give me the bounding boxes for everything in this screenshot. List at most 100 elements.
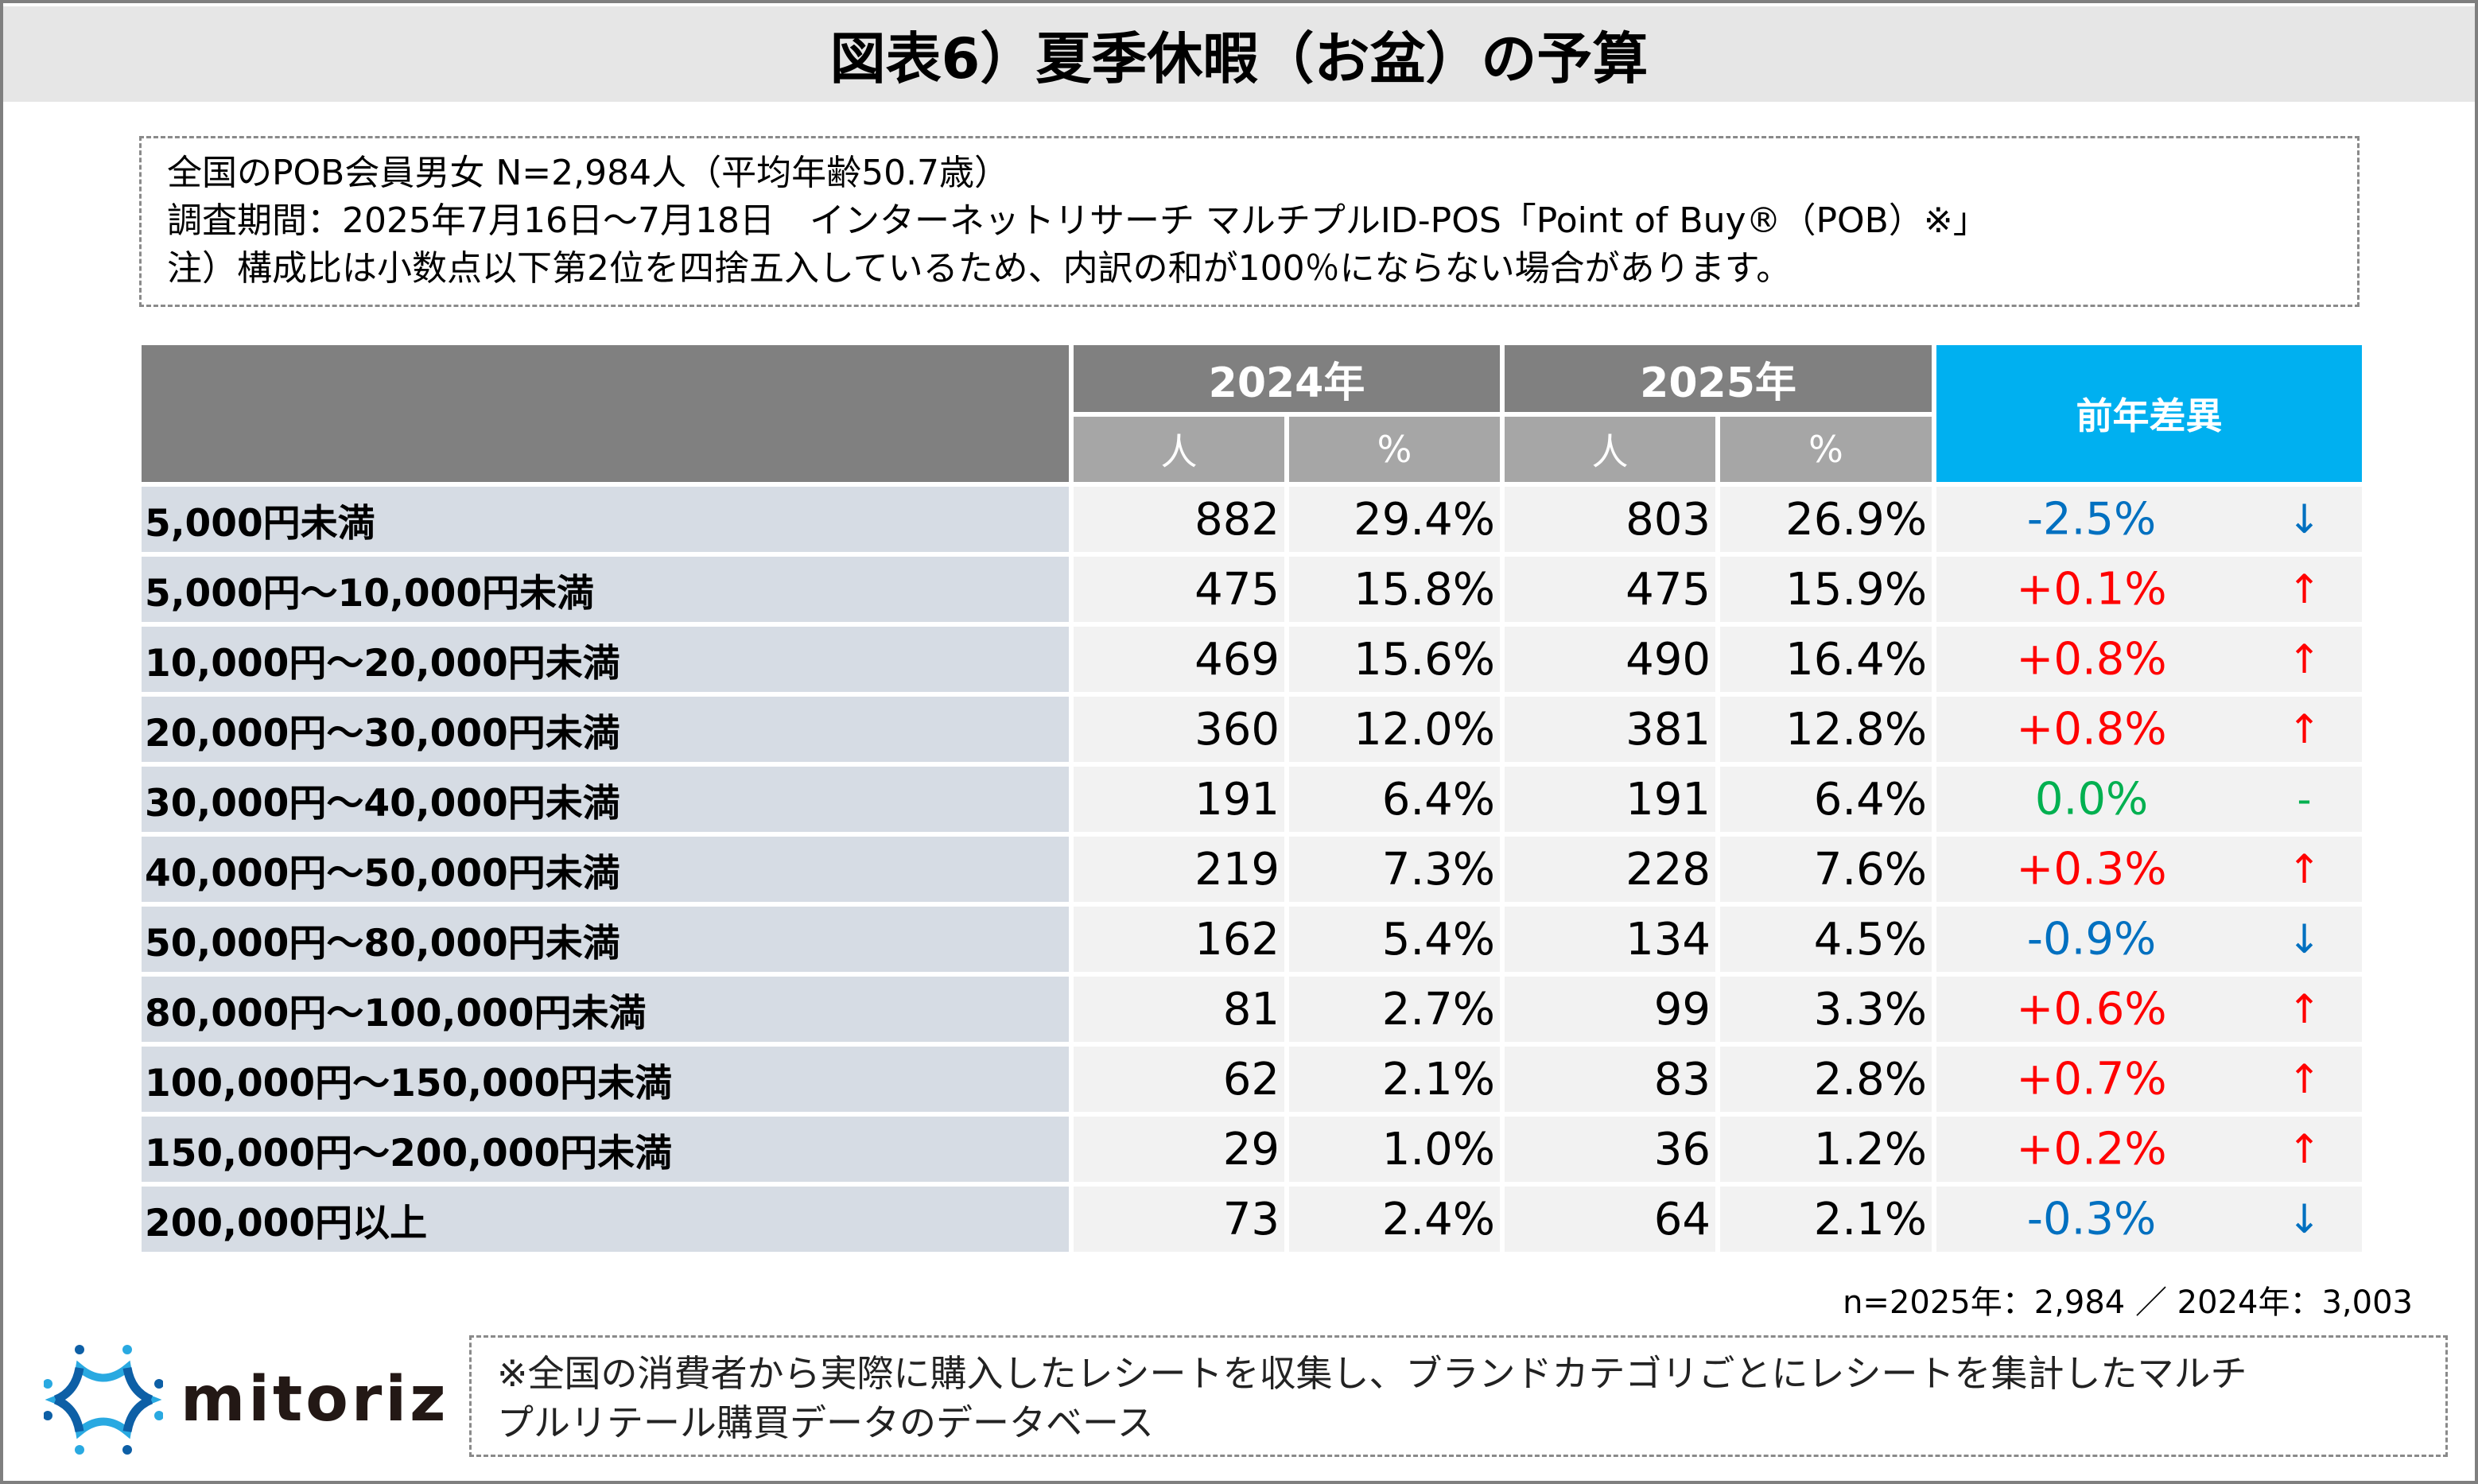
info-line-2: 調査期間：2025年7月16日～7月18日 インターネットリサーチ マルチプルI… [167,200,1988,241]
table-row: 100,000円～150,000円未満 62 2.1% 83 2.8% +0.7% ↑ [142,1047,2363,1112]
arrow-up-icon: ↑ [2287,846,2321,892]
table-row: 40,000円～50,000円未満 219 7.3% 228 7.6% +0.3% ↑ [142,837,2363,902]
arrow-up-icon: ↑ [2287,566,2321,612]
table-row: 5,000円未満 882 29.4% 803 26.9% -2.5% ↓ [142,487,2363,552]
footnote-line-1: ※全国の消費者から実際に購入したレシートを収集し、ブランドカテゴリごとにレシート… [497,1352,2247,1395]
people-2025: 83 [1505,1047,1716,1112]
header-2024-pct: % [1289,417,1501,482]
people-2025: 228 [1505,837,1716,902]
table-row: 150,000円～200,000円未満 29 1.0% 36 1.2% +0.2% ↑ [142,1117,2363,1182]
footnote-line-2: プルリテール購買データのデータベース [497,1401,1154,1444]
diff-value: -0.9% [2026,913,2157,965]
dash-icon: - [2297,776,2312,822]
diff-value: +0.6% [2016,983,2167,1035]
pct-2024: 7.3% [1289,837,1501,902]
logo-text: mitoriz [181,1364,449,1435]
diff-value: 0.0% [2034,773,2149,826]
people-2024: 73 [1074,1187,1284,1252]
arrow-down-icon: ↓ [2287,916,2321,962]
pct-2024: 29.4% [1289,487,1501,552]
diff-cell: -2.5% ↓ [1936,487,2363,552]
arrow-up-icon: ↑ [2287,706,2321,752]
row-label: 40,000円～50,000円未満 [142,837,1069,902]
table-row: 30,000円～40,000円未満 191 6.4% 191 6.4% 0.0% - [142,767,2363,832]
arrow-down-icon: ↓ [2287,1196,2321,1242]
people-2024: 29 [1074,1117,1284,1182]
sample-size-note: n=2025年：2,984 ／ 2024年：3,003 [1843,1284,2413,1321]
diff-cell: +0.1% ↑ [1936,557,2363,622]
row-label: 150,000円～200,000円未満 [142,1117,1069,1182]
pct-2025: 1.2% [1720,1117,1932,1182]
pct-2024: 15.6% [1289,627,1501,692]
title-band: 図表6）夏季休暇（お盆）の予算 [3,6,2475,102]
row-label: 20,000円～30,000円未満 [142,697,1069,762]
diff-value: +0.8% [2016,703,2167,756]
diff-cell: -0.3% ↓ [1936,1187,2363,1252]
table-row: 10,000円～20,000円未満 469 15.6% 490 16.4% +0.8% ↑ [142,627,2363,692]
header-2025-pct: % [1720,417,1932,482]
pct-2024: 2.1% [1289,1047,1501,1112]
diff-value: +0.2% [2016,1123,2167,1175]
diff-cell: +0.2% ↑ [1936,1117,2363,1182]
people-2024: 81 [1074,977,1284,1042]
people-2024: 469 [1074,627,1284,692]
row-label: 5,000円未満 [142,487,1069,552]
diff-cell: 0.0% - [1936,767,2363,832]
people-2024: 360 [1074,697,1284,762]
info-line-3: 注）構成比は小数点以下第2位を四捨五入しているため、内訳の和が100％にならない… [167,248,1792,289]
table-row: 20,000円～30,000円未満 360 12.0% 381 12.8% +0.8% ↑ [142,697,2363,762]
pct-2025: 15.9% [1720,557,1932,622]
people-2025: 36 [1505,1117,1716,1182]
row-label: 100,000円～150,000円未満 [142,1047,1069,1112]
diff-value: +0.1% [2016,563,2167,616]
people-2025: 490 [1505,627,1716,692]
diff-cell: +0.6% ↑ [1936,977,2363,1042]
pct-2024: 2.4% [1289,1187,1501,1252]
budget-table: 2024年 2025年 前年差異 人 % 人 % 5,000円未満 882 29.4… [137,340,2367,1257]
table-row: 5,000円～10,000円未満 475 15.8% 475 15.9% +0.1% ↑ [142,557,2363,622]
pct-2024: 5.4% [1289,907,1501,972]
pct-2024: 2.7% [1289,977,1501,1042]
people-2024: 475 [1074,557,1284,622]
people-2024: 219 [1074,837,1284,902]
table-body: 5,000円未満 882 29.4% 803 26.9% -2.5% ↓ 5,000円～10,… [142,487,2363,1252]
diff-value: -0.3% [2026,1193,2157,1245]
header-blank [142,345,1069,482]
pct-2025: 2.8% [1720,1047,1932,1112]
footnote-box: ※全国の消費者から実際に購入したレシートを収集し、ブランドカテゴリごとにレシート… [469,1335,2448,1457]
table-row: 50,000円～80,000円未満 162 5.4% 134 4.5% -0.9% ↓ [142,907,2363,972]
people-2025: 803 [1505,487,1716,552]
pct-2025: 26.9% [1720,487,1932,552]
pct-2024: 12.0% [1289,697,1501,762]
survey-info-box: 全国のPOB会員男女 N=2,984人（平均年齢50.7歳） 調査期間：2025… [139,136,2360,307]
arrow-down-icon: ↓ [2287,496,2321,542]
header-2025-people: 人 [1505,417,1716,482]
diff-cell: +0.7% ↑ [1936,1047,2363,1112]
row-label: 80,000円～100,000円未満 [142,977,1069,1042]
diff-cell: +0.8% ↑ [1936,627,2363,692]
people-2024: 62 [1074,1047,1284,1112]
people-2024: 162 [1074,907,1284,972]
pct-2025: 12.8% [1720,697,1932,762]
pct-2025: 6.4% [1720,767,1932,832]
diff-value: +0.8% [2016,633,2167,686]
people-2025: 134 [1505,907,1716,972]
diff-value: +0.7% [2016,1053,2167,1105]
pct-2024: 6.4% [1289,767,1501,832]
arrow-up-icon: ↑ [2287,636,2321,682]
people-2025: 99 [1505,977,1716,1042]
diff-cell: +0.3% ↑ [1936,837,2363,902]
arrow-up-icon: ↑ [2287,1056,2321,1102]
header-2025: 2025年 [1505,345,1932,412]
row-label: 50,000円～80,000円未満 [142,907,1069,972]
table-row: 80,000円～100,000円未満 81 2.7% 99 3.3% +0.6% ↑ [142,977,2363,1042]
diff-cell: -0.9% ↓ [1936,907,2363,972]
people-2024: 882 [1074,487,1284,552]
pct-2024: 1.0% [1289,1117,1501,1182]
row-label: 10,000円～20,000円未満 [142,627,1069,692]
pct-2025: 3.3% [1720,977,1932,1042]
diff-value: -2.5% [2026,493,2157,546]
header-2024: 2024年 [1074,345,1501,412]
header-2024-people: 人 [1074,417,1284,482]
pct-2024: 15.8% [1289,557,1501,622]
